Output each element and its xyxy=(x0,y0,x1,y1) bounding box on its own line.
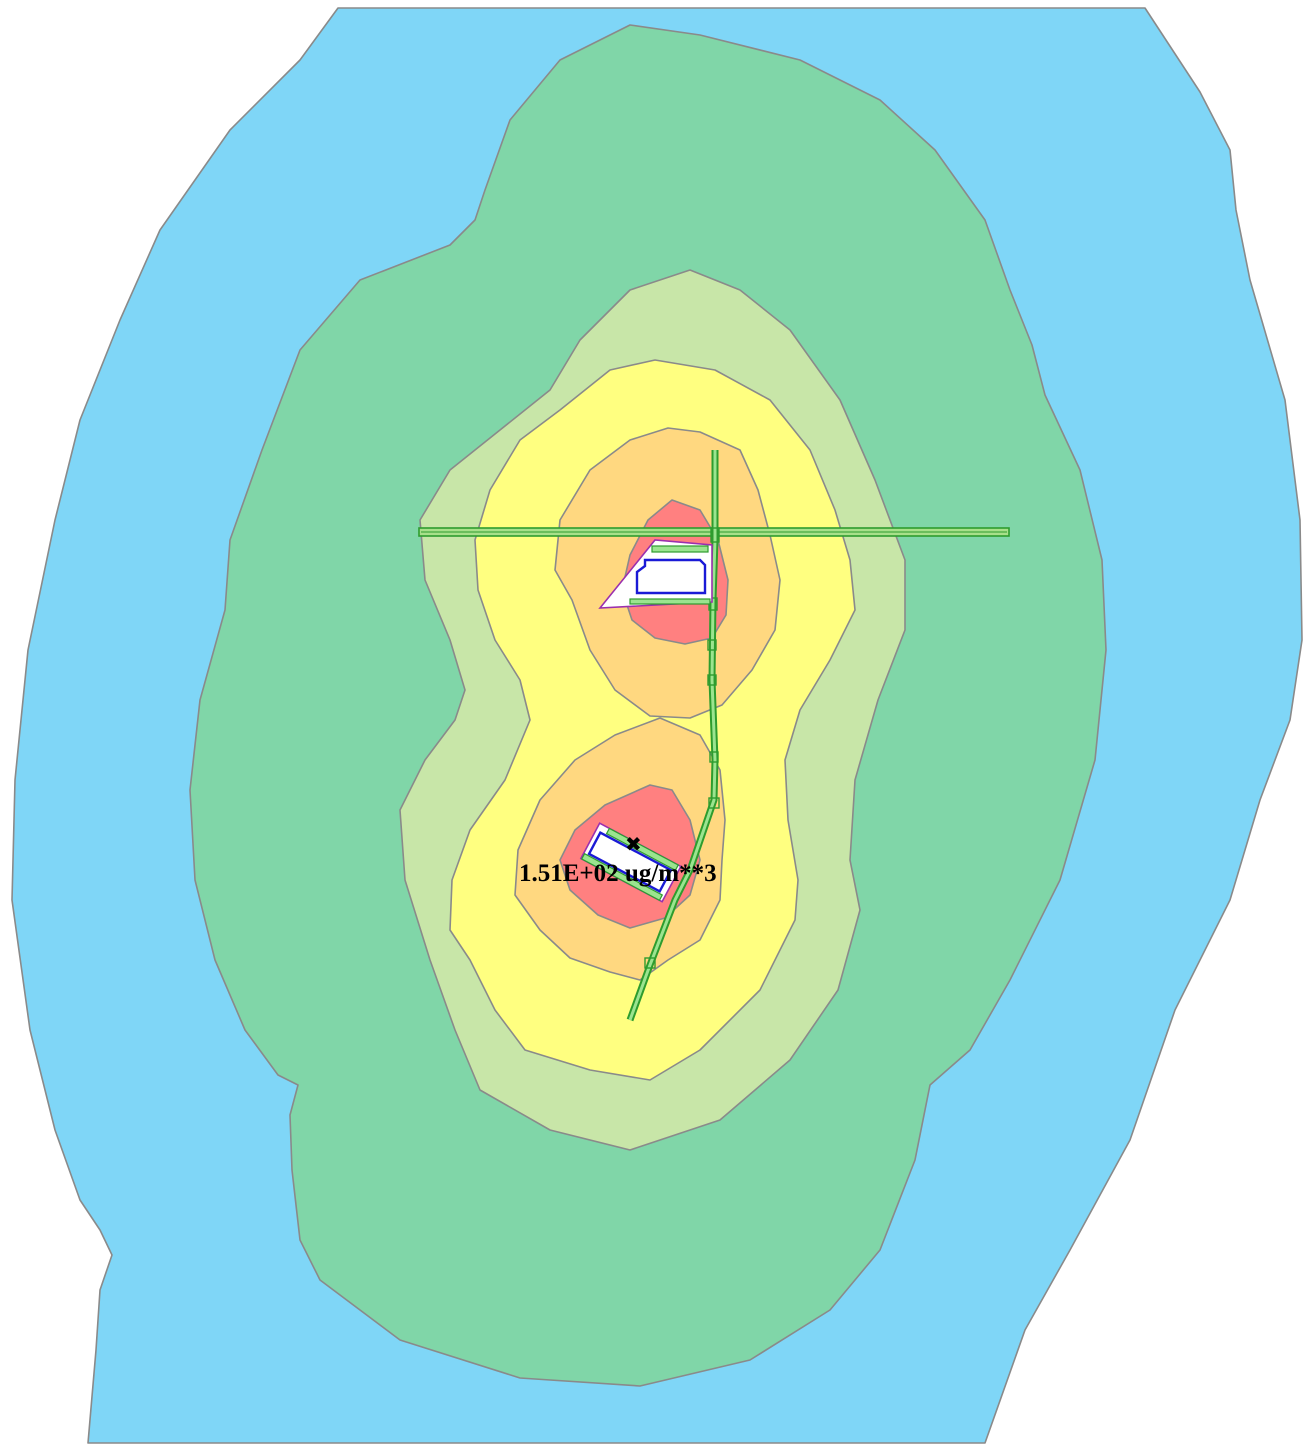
building-north xyxy=(635,558,707,595)
x-marker-icon: ✖ xyxy=(625,832,642,856)
max-concentration-label: 1.51E+02 ug/m**3 xyxy=(519,860,717,887)
facility-north xyxy=(598,539,713,609)
facility-south xyxy=(579,822,682,903)
road-source-north-south xyxy=(626,450,720,1022)
building-south xyxy=(587,831,673,893)
